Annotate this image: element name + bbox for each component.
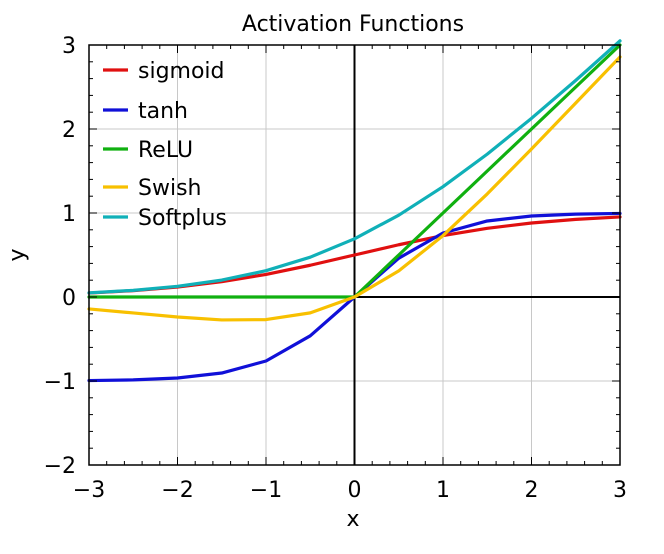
legend-label-tanh: tanh xyxy=(138,99,188,124)
legend: sigmoid tanh ReLU Swish Softplus xyxy=(103,59,227,231)
legend-label-softplus: Softplus xyxy=(138,206,227,231)
legend-label-sigmoid: sigmoid xyxy=(138,59,225,84)
x-tick-label: 2 xyxy=(525,478,539,503)
x-tick-label: −3 xyxy=(73,478,105,503)
x-tick-label: 3 xyxy=(613,478,627,503)
x-tick-label: −2 xyxy=(161,478,193,503)
y-tick-label: 1 xyxy=(62,202,76,227)
x-tick-label: 1 xyxy=(436,478,450,503)
y-tick-label: −1 xyxy=(44,370,76,395)
x-tick-label: −1 xyxy=(250,478,282,503)
y-axis-label: y xyxy=(5,248,30,261)
series-line-swish xyxy=(87,55,622,322)
chart-title: Activation Functions xyxy=(242,12,464,37)
y-tick-label: 3 xyxy=(62,34,76,59)
x-axis-label: x xyxy=(346,507,359,532)
y-tick-label: 0 xyxy=(62,286,76,311)
series-layer xyxy=(87,39,622,383)
y-tick-label: −2 xyxy=(44,454,76,479)
legend-label-relu: ReLU xyxy=(138,138,193,163)
y-tick-label: 2 xyxy=(62,118,76,143)
series-line-softplus xyxy=(87,39,622,295)
legend-label-swish: Swish xyxy=(138,176,201,201)
x-tick-label: 0 xyxy=(348,478,362,503)
